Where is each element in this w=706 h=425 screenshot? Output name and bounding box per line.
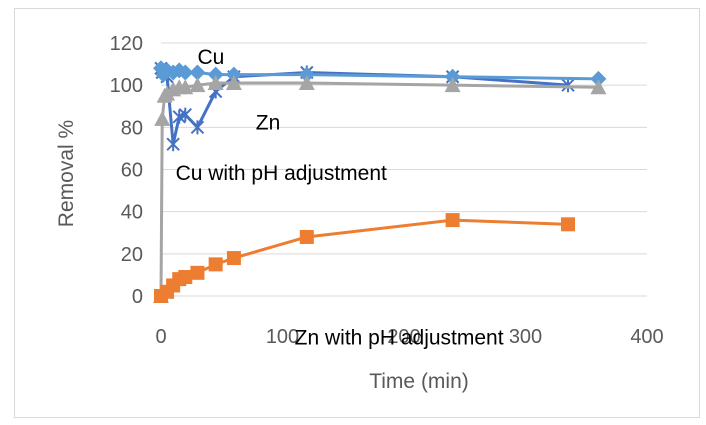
data-point — [590, 70, 607, 87]
data-point — [190, 265, 205, 280]
data-point — [590, 79, 607, 95]
data-point — [153, 60, 169, 77]
data-point — [208, 257, 223, 272]
data-point — [561, 217, 576, 232]
data-point — [298, 75, 315, 91]
annotation-label: Cu with pH adjustment — [176, 162, 387, 185]
annotation-label: Zn — [256, 111, 281, 134]
data-point — [154, 110, 171, 126]
y-axis-ticks: 0 20 40 60 80 100 120 — [110, 33, 143, 308]
data-point — [226, 251, 241, 266]
y-tick-label: 80 — [121, 117, 143, 139]
annotation-label: Cu — [197, 46, 224, 69]
data-point — [298, 66, 315, 83]
line-chart: 0 20 40 60 80 100 120 0 100 200 300 400 Cu Zn Cu wit… — [55, 33, 664, 393]
data-point — [189, 77, 206, 93]
x-tick-label: 400 — [630, 326, 663, 348]
x-tick-label: 100 — [266, 326, 299, 348]
series-layer — [153, 60, 607, 303]
data-point — [445, 213, 460, 228]
data-point — [189, 64, 206, 81]
annotations: Cu Zn Cu with pH adjustment Zn with pH adju… — [176, 46, 504, 349]
y-tick-label: 100 — [110, 75, 143, 97]
data-point — [166, 137, 180, 152]
data-point — [299, 229, 314, 244]
y-tick-label: 0 — [132, 286, 143, 308]
data-point — [177, 79, 194, 95]
y-tick-label: 40 — [121, 202, 143, 224]
series — [154, 213, 576, 303]
data-point — [178, 270, 193, 285]
data-point — [207, 66, 224, 83]
data-point — [165, 64, 182, 81]
x-tick-label: 0 — [155, 326, 166, 348]
y-tick-label: 20 — [121, 244, 143, 266]
y-tick-label: 60 — [121, 160, 143, 182]
y-tick-label: 120 — [110, 33, 143, 55]
data-point — [190, 120, 205, 135]
chart-area: 0 20 40 60 80 100 120 0 100 200 300 400 Cu Zn Cu wit… — [14, 8, 700, 418]
y-axis-title: Removal % — [55, 120, 78, 227]
data-point — [444, 68, 461, 85]
data-point — [561, 78, 575, 93]
x-axis-ticks: 0 100 200 300 400 — [155, 326, 663, 348]
series — [153, 60, 607, 87]
x-axis-title: Time (min) — [369, 370, 469, 393]
data-point — [207, 75, 224, 91]
data-point — [178, 107, 193, 122]
data-point — [177, 64, 194, 81]
series-line — [159, 67, 569, 146]
x-tick-label: 300 — [509, 326, 542, 348]
data-point — [444, 77, 461, 93]
x-tick-label: 200 — [387, 326, 420, 348]
data-point — [225, 75, 242, 91]
series — [153, 75, 607, 303]
data-point — [225, 66, 242, 83]
series-line — [159, 81, 599, 297]
annotation-label: Zn with pH adjustment — [295, 326, 504, 349]
